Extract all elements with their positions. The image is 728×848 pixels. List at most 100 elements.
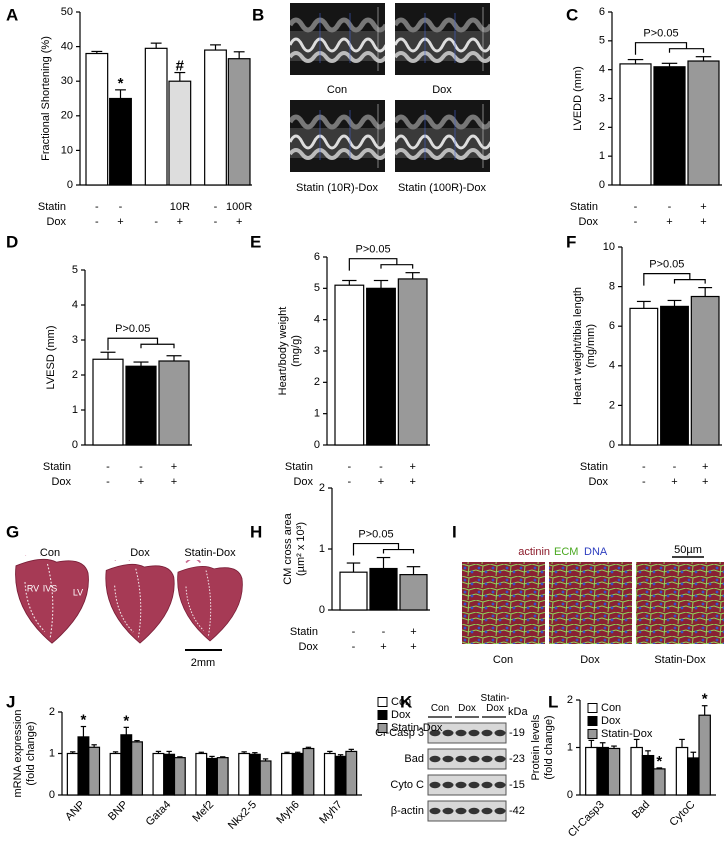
bar	[204, 49, 227, 186]
image-label: Con	[327, 84, 347, 96]
legend-swatch	[587, 703, 598, 713]
scale-label: 50µm	[674, 544, 702, 556]
y-tick-label: 1	[72, 404, 78, 416]
echo-image	[395, 3, 491, 75]
row-value: +	[666, 216, 672, 228]
x-tick-label: Gata4	[144, 799, 174, 829]
row-value: +	[700, 216, 706, 228]
row-value: -	[214, 216, 218, 228]
y-tick-label: 10	[603, 241, 615, 253]
stain-label: DNA	[584, 546, 608, 558]
y-tick-label: 1	[49, 747, 55, 759]
x-tick-label: Mef2	[190, 799, 216, 825]
bar	[77, 736, 90, 796]
row-value: -	[347, 461, 351, 473]
panel-letter: D	[6, 232, 18, 251]
y-tick-label: 0	[49, 789, 55, 801]
bar	[88, 746, 101, 796]
row-value: -	[139, 461, 143, 473]
row-label: Statin	[43, 461, 71, 473]
bar	[291, 752, 304, 796]
blot-band	[442, 729, 454, 737]
legend-swatch	[587, 729, 598, 739]
bar	[690, 295, 720, 446]
y-axis-label: (mg/g)	[290, 335, 302, 367]
row-value: +	[236, 216, 242, 228]
bar	[302, 747, 315, 796]
bar	[66, 752, 79, 796]
blot-band	[481, 755, 493, 763]
y-tick-label: 1	[314, 408, 320, 420]
bar	[158, 360, 190, 446]
significance-mark: *	[702, 691, 708, 708]
unit-label: kDa	[508, 706, 528, 718]
heart-image	[176, 560, 244, 642]
legend-swatch	[377, 723, 388, 733]
blot-band	[442, 807, 454, 815]
blot-band	[455, 729, 467, 737]
panel-letter: J	[6, 692, 15, 711]
y-axis-label: (fold change)	[543, 715, 555, 779]
row-value: +	[177, 216, 183, 228]
row-value: -	[106, 476, 110, 488]
image-label: Statin-Dox	[184, 547, 236, 559]
bar	[248, 753, 261, 796]
x-tick-label: CytoC	[667, 799, 697, 829]
bar	[173, 757, 186, 796]
bar	[109, 752, 122, 796]
panel-letter: K	[400, 692, 413, 711]
row-value: +	[409, 461, 415, 473]
row-value: +	[138, 476, 144, 488]
echo-image	[290, 100, 386, 172]
significance-mark: *	[656, 753, 662, 770]
row-value: -	[634, 216, 638, 228]
bar	[163, 753, 176, 796]
y-axis-label: LVESD (mm)	[45, 326, 57, 390]
bar	[641, 754, 655, 796]
blot-size: -42	[509, 805, 525, 817]
bar	[323, 752, 336, 796]
row-value: -	[634, 201, 638, 213]
bar	[131, 741, 143, 796]
image-label: Statin (10R)-Dox	[296, 182, 378, 194]
row-label: Dox	[293, 476, 313, 488]
x-tick-label: ANP	[63, 799, 87, 823]
bracket	[643, 272, 706, 286]
row-value: -	[379, 461, 383, 473]
y-tick-label: 2	[319, 482, 325, 494]
bar	[238, 752, 251, 796]
heart-image	[104, 560, 176, 644]
row-label: Dox	[578, 216, 598, 228]
y-tick-label: 3	[72, 334, 78, 346]
bar	[653, 768, 666, 796]
blot-band	[429, 781, 441, 789]
echo-image	[395, 100, 491, 172]
y-tick-label: 2	[72, 369, 78, 381]
row-value: 10R	[170, 201, 190, 213]
bracket	[348, 258, 414, 271]
bar	[334, 284, 365, 446]
row-value: -	[352, 641, 356, 653]
bracket	[352, 542, 415, 556]
row-value: -	[382, 626, 386, 638]
row-value: -	[347, 476, 351, 488]
y-tick-label: 4	[609, 360, 615, 372]
p-value-label: P>0.05	[355, 244, 390, 256]
bar	[168, 80, 192, 186]
row-label: Statin	[290, 626, 318, 638]
legend-swatch	[377, 710, 388, 720]
y-tick-label: 2	[314, 376, 320, 388]
blot-band	[481, 807, 493, 815]
blot-band	[442, 781, 454, 789]
legend-label: Con	[601, 702, 621, 714]
x-tick-label: Nkx2-5	[226, 799, 259, 832]
row-value: -	[154, 216, 158, 228]
panel-letter: I	[452, 522, 457, 541]
image-label: Con	[40, 547, 60, 559]
y-tick-label: 1	[599, 150, 605, 162]
image-label: Dox	[432, 84, 452, 96]
region-label: LV	[73, 587, 83, 597]
panel-letter: G	[6, 522, 19, 541]
row-value: +	[702, 476, 708, 488]
